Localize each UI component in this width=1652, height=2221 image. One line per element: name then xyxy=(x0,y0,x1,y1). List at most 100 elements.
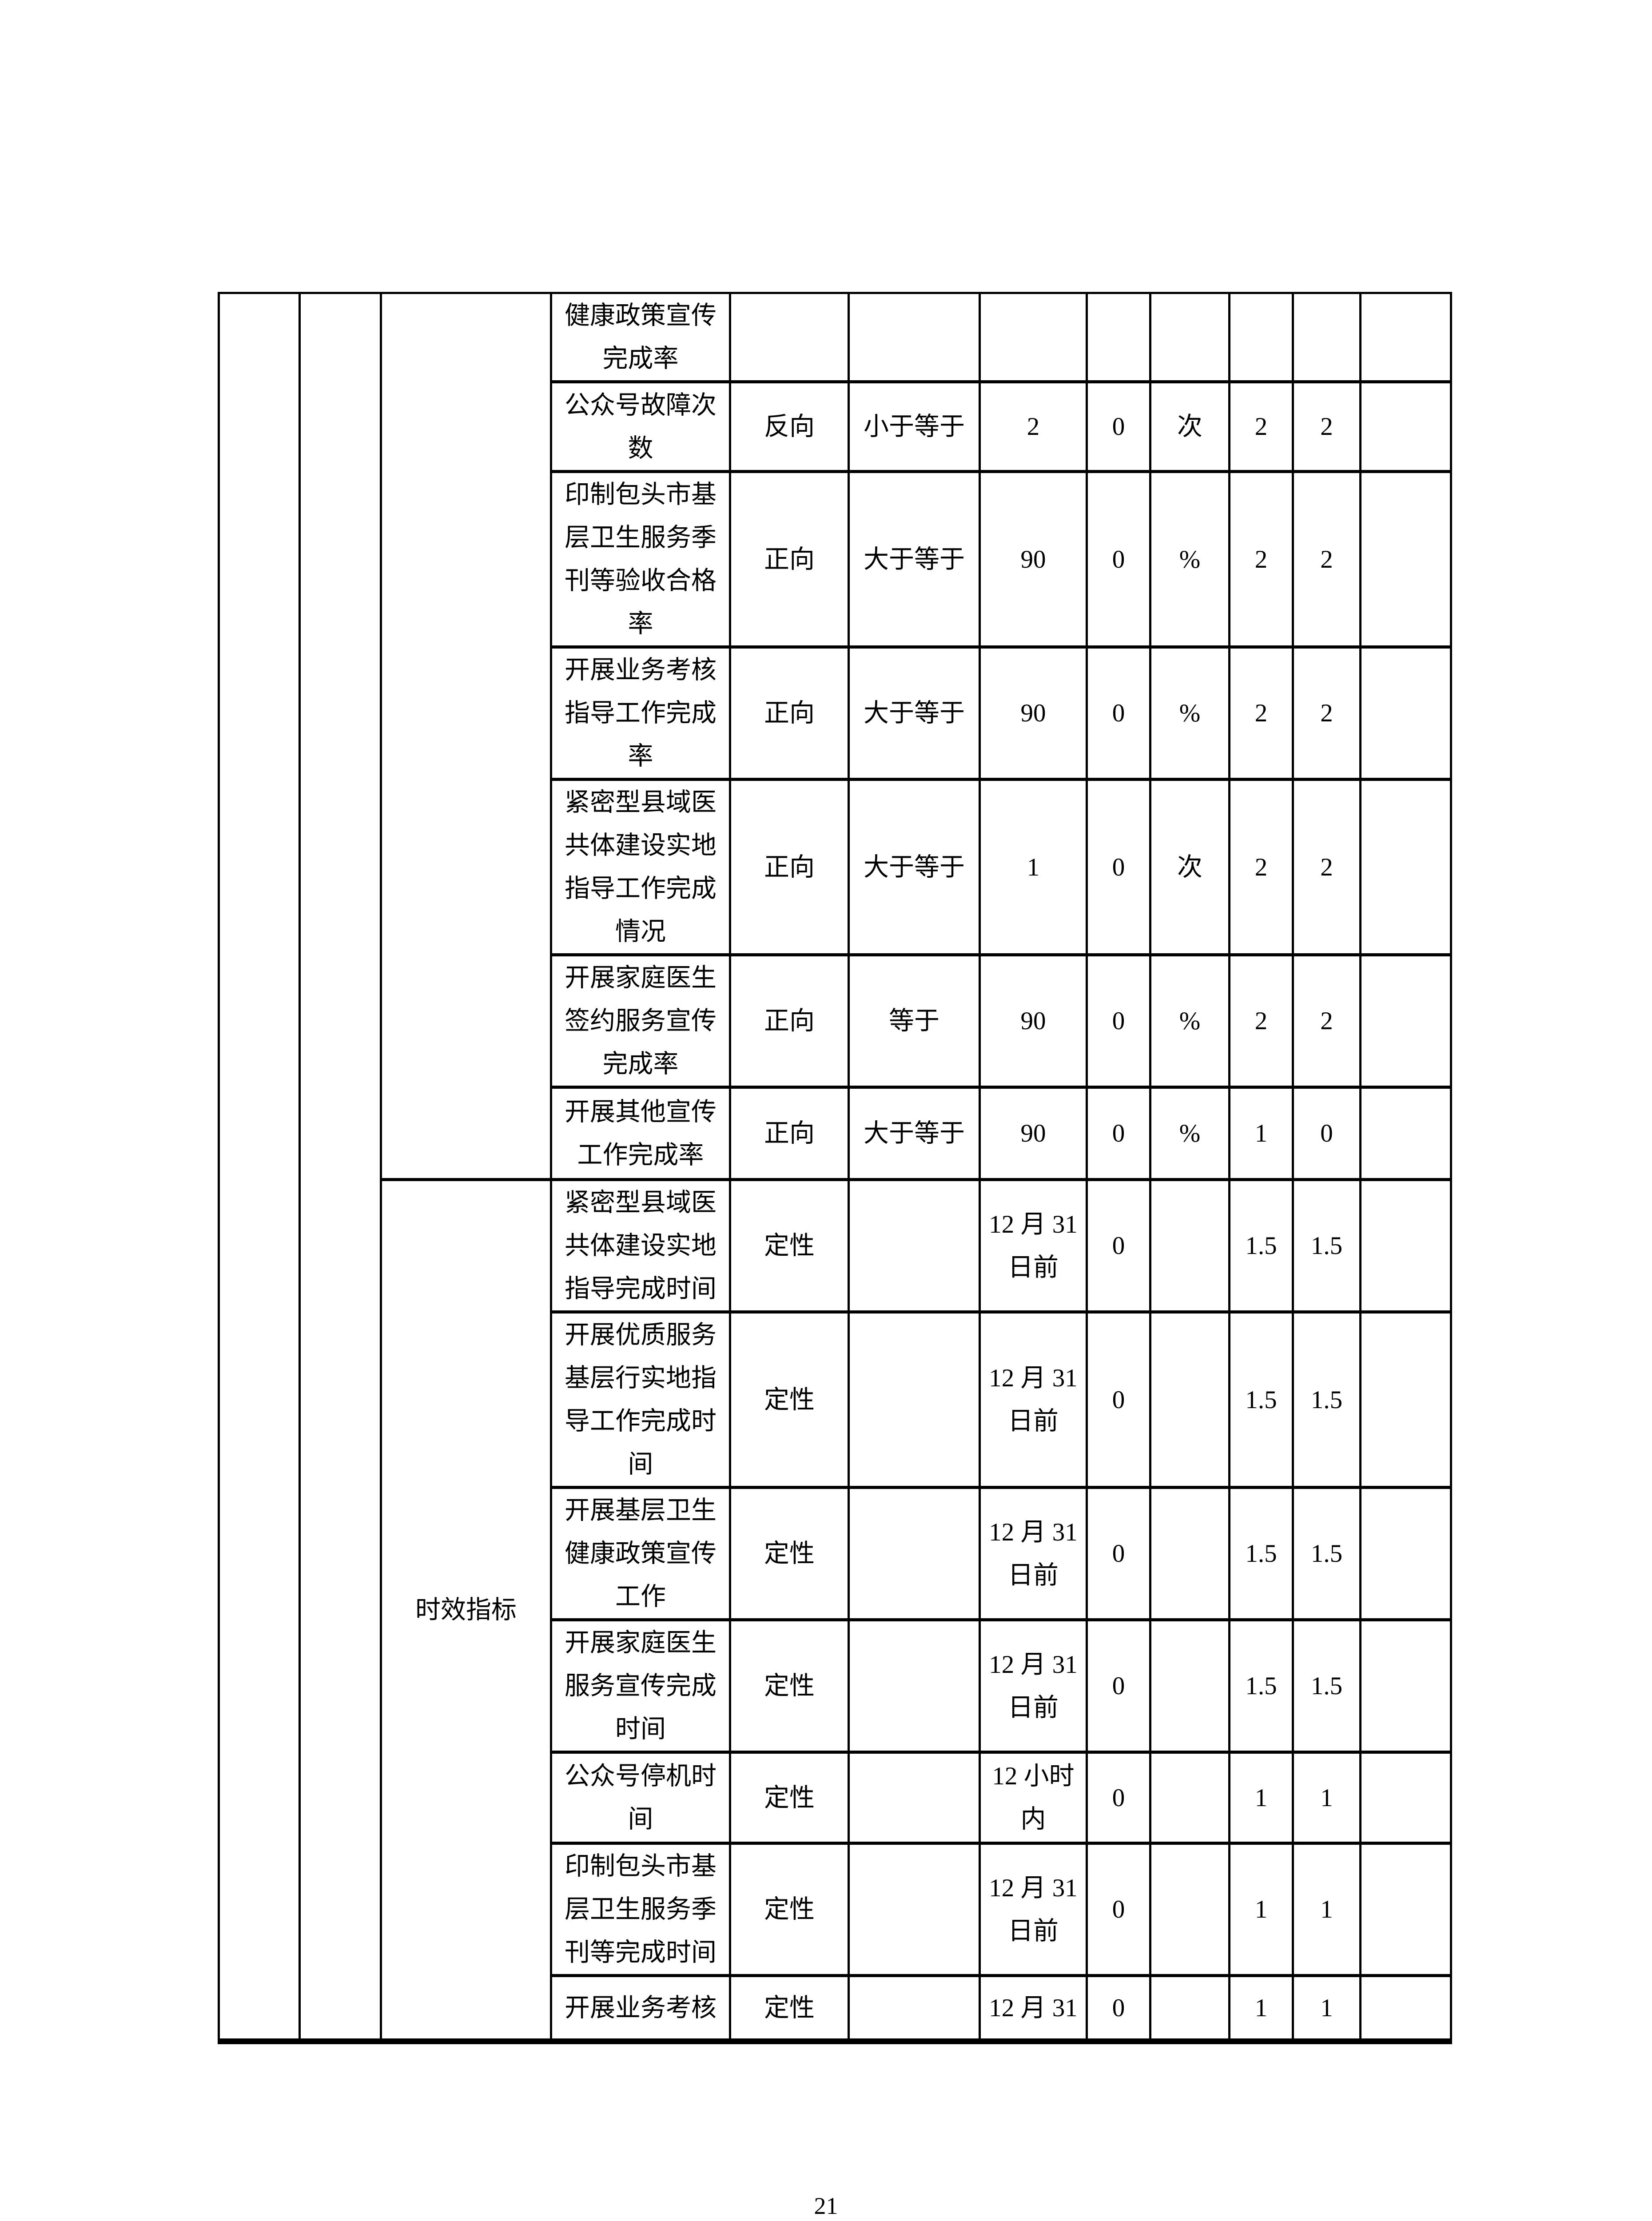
target-value-cell: 1 xyxy=(979,778,1088,956)
table-row: 开展优质服务 基层行实地指 导工作完成时 间 定性 12 月 31 日前 0 1… xyxy=(219,1310,1452,1489)
unit-cell xyxy=(1149,1310,1230,1489)
direction-cell: 正向 xyxy=(729,953,850,1089)
score-cell xyxy=(1292,292,1361,383)
weight-cell: 2 xyxy=(1228,380,1294,473)
table-row: 公众号故障次 数 反向 小于等于 2 0 次 2 2 xyxy=(219,380,1452,473)
target-value-cell: 90 xyxy=(979,470,1088,649)
direction-cell: 定性 xyxy=(729,1178,850,1313)
direction-cell: 定性 xyxy=(729,1618,850,1754)
table-row: 开展基层卫生 健康政策宣传 工作 定性 12 月 31 日前 0 1.5 1.5 xyxy=(219,1486,1452,1621)
unit-cell: % xyxy=(1149,1086,1230,1181)
target-value-cell: 12 月 31 日前 xyxy=(979,1310,1088,1489)
table-row: 印制包头市基 层卫生服务季 刊等完成时间 定性 12 月 31 日前 0 1 1 xyxy=(219,1842,1452,1977)
direction-cell: 定性 xyxy=(729,1310,850,1489)
comparison-cell: 大于等于 xyxy=(848,470,981,649)
indicator-name-cell: 开展业务考核 xyxy=(550,1974,731,2044)
score-cell: 1.5 xyxy=(1292,1310,1361,1489)
remark-cell xyxy=(1359,292,1452,383)
weight-cell: 1 xyxy=(1228,1842,1294,1977)
remark-cell xyxy=(1359,1618,1452,1754)
comparison-cell xyxy=(848,292,981,383)
aux-zero-cell: 0 xyxy=(1086,470,1151,649)
aux-zero-cell: 0 xyxy=(1086,1751,1151,1845)
weight-cell: 1.5 xyxy=(1228,1178,1294,1313)
aux-zero-cell: 0 xyxy=(1086,1486,1151,1621)
remark-cell xyxy=(1359,645,1452,781)
aux-zero-cell: 0 xyxy=(1086,1842,1151,1977)
weight-cell: 1.5 xyxy=(1228,1618,1294,1754)
remark-cell xyxy=(1359,778,1452,956)
aux-zero-cell: 0 xyxy=(1086,1310,1151,1489)
remark-cell xyxy=(1359,1751,1452,1845)
table-row-cut-by-page-break: 开展业务考核 定性 12 月 31 0 1 1 xyxy=(219,1974,1452,2044)
target-value-cell: 90 xyxy=(979,1086,1088,1181)
unit-cell xyxy=(1149,1974,1230,2044)
direction-cell: 定性 xyxy=(729,1751,850,1845)
comparison-cell xyxy=(848,1310,981,1489)
aux-zero-cell: 0 xyxy=(1086,380,1151,473)
remark-cell xyxy=(1359,1310,1452,1489)
score-cell: 2 xyxy=(1292,953,1361,1089)
table-row: 健康政策宣传 完成率 xyxy=(218,292,1452,2043)
comparison-cell xyxy=(848,1842,981,1977)
comparison-cell xyxy=(848,1751,981,1845)
unit-cell: % xyxy=(1149,645,1230,781)
weight-cell xyxy=(1228,292,1294,383)
aux-zero-cell: 0 xyxy=(1086,1618,1151,1754)
direction-cell: 反向 xyxy=(729,380,850,473)
table-row: 时效指标 紧密型县域医 共体建设实地 指导完成时间 定性 12 月 31 日前 … xyxy=(219,1178,1452,2043)
merged-empty-col1-cell xyxy=(218,292,301,2043)
unit-cell: % xyxy=(1149,953,1230,1089)
direction-cell: 正向 xyxy=(729,1086,850,1181)
weight-cell: 1 xyxy=(1228,1751,1294,1845)
weight-cell: 1 xyxy=(1228,1974,1294,2044)
indicator-name-cell: 紧密型县域医 共体建设实地 指导工作完成 情况 xyxy=(550,778,731,956)
unit-cell xyxy=(1149,1618,1230,1754)
section-type-cell-upper xyxy=(380,292,552,1181)
direction-cell: 定性 xyxy=(729,1842,850,1977)
table-row: 开展其他宣传 工作完成率 正向 大于等于 90 0 % 1 0 xyxy=(219,1086,1452,1181)
direction-cell: 正向 xyxy=(729,778,850,956)
remark-cell xyxy=(1359,1086,1452,1181)
aux-zero-cell: 0 xyxy=(1086,1086,1151,1181)
table-row: 开展家庭医生 签约服务宣传 完成率 正向 等于 90 0 % 2 2 xyxy=(219,953,1452,1089)
remark-cell xyxy=(1359,380,1452,473)
weight-cell: 2 xyxy=(1228,645,1294,781)
aux-zero-cell: 0 xyxy=(1086,953,1151,1089)
unit-cell: 次 xyxy=(1149,380,1230,473)
comparison-cell xyxy=(848,1486,981,1621)
table-row: 开展业务考核 指导工作完成 率 正向 大于等于 90 0 % 2 2 xyxy=(219,645,1452,781)
comparison-cell xyxy=(848,1618,981,1754)
indicator-name-cell: 开展其他宣传 工作完成率 xyxy=(550,1086,731,1181)
indicator-name-cell: 开展基层卫生 健康政策宣传 工作 xyxy=(550,1486,731,1621)
indicator-name-cell: 公众号停机时 间 xyxy=(550,1751,731,1845)
weight-cell: 1.5 xyxy=(1228,1486,1294,1621)
target-value-cell: 12 月 31 日前 xyxy=(979,1178,1088,1313)
score-cell: 1.5 xyxy=(1292,1178,1361,1313)
comparison-cell: 大于等于 xyxy=(848,645,981,781)
target-value-cell: 90 xyxy=(979,953,1088,1089)
page-number: 21 xyxy=(814,2193,838,2219)
target-value-cell: 12 月 31 xyxy=(979,1974,1088,2044)
score-cell: 1 xyxy=(1292,1751,1361,1845)
remark-cell xyxy=(1359,1486,1452,1621)
direction-cell: 定性 xyxy=(729,1486,850,1621)
comparison-cell: 等于 xyxy=(848,953,981,1089)
table-row: 公众号停机时 间 定性 12 小时 内 0 1 1 xyxy=(219,1751,1452,1845)
weight-cell: 1 xyxy=(1228,1086,1294,1181)
unit-cell xyxy=(1149,1178,1230,1313)
indicator-name-cell: 开展家庭医生 服务宣传完成 时间 xyxy=(550,1618,731,1754)
weight-cell: 2 xyxy=(1228,778,1294,956)
indicator-name-cell: 公众号故障次 数 xyxy=(550,380,731,473)
table-row: 紧密型县域医 共体建设实地 指导工作完成 情况 正向 大于等于 1 0 次 2 … xyxy=(219,778,1452,956)
score-cell: 1.5 xyxy=(1292,1618,1361,1754)
target-value-cell: 90 xyxy=(979,645,1088,781)
weight-cell: 1.5 xyxy=(1228,1310,1294,1489)
merged-empty-col2-cell xyxy=(299,292,382,2043)
aux-zero-cell: 0 xyxy=(1086,1974,1151,2044)
target-value-cell: 12 小时 内 xyxy=(979,1751,1088,1845)
indicator-name-cell: 印制包头市基 层卫生服务季 刊等验收合格 率 xyxy=(550,470,731,649)
direction-cell xyxy=(729,292,850,383)
score-cell: 1 xyxy=(1292,1842,1361,1977)
